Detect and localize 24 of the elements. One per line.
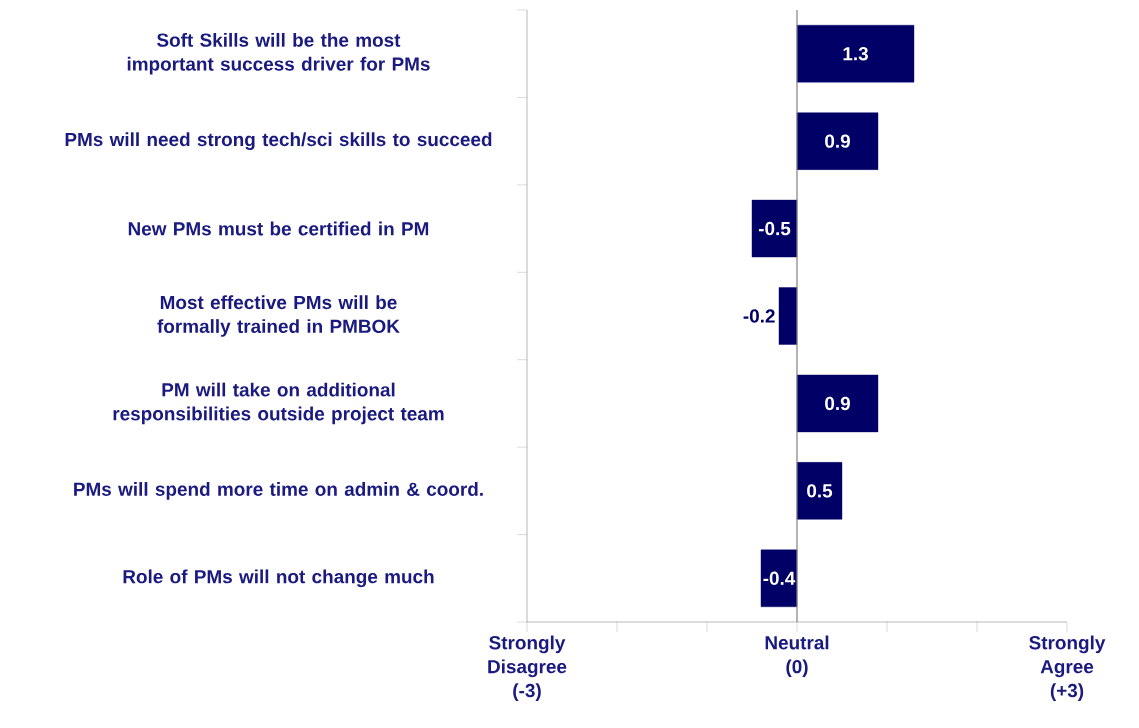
bar xyxy=(796,112,879,170)
data-label: 0.9 xyxy=(825,134,850,148)
x-tick-label: Strongly Disagree (-3) xyxy=(488,635,567,701)
y-tick-label: Role of PMs will not change much xyxy=(123,569,434,588)
y-tick-label: Soft Skills will be the most important success driver for PMs xyxy=(127,32,430,75)
x-tick-label: Neutral (0) xyxy=(765,635,829,678)
bar xyxy=(778,287,798,345)
bar xyxy=(796,25,915,83)
y-tick-label: PMs will need strong tech/sci skills to succeed xyxy=(65,132,492,151)
y-tick-label: Most effective PMs will be formally trained in PMBOK xyxy=(157,295,400,337)
data-label: -0.4 xyxy=(763,571,796,585)
bar xyxy=(796,374,879,433)
data-label: -0.5 xyxy=(758,221,791,236)
y-tick-label: PMs will spend more time on admin & coord. xyxy=(74,482,483,500)
y-tick-label: PM will take on additional responsibilities outside project team xyxy=(113,382,444,425)
bar xyxy=(751,199,798,258)
data-label: -0.2 xyxy=(743,309,775,323)
data-label: 0.5 xyxy=(807,484,833,498)
y-tick-label: New PMs must be certified in PM xyxy=(128,221,429,236)
bar xyxy=(796,462,843,520)
x-tick-label: Strongly Agree (+3) xyxy=(1029,635,1106,701)
data-label: 1.3 xyxy=(843,47,868,61)
bar xyxy=(760,549,798,607)
data-label: 0.9 xyxy=(825,396,850,411)
